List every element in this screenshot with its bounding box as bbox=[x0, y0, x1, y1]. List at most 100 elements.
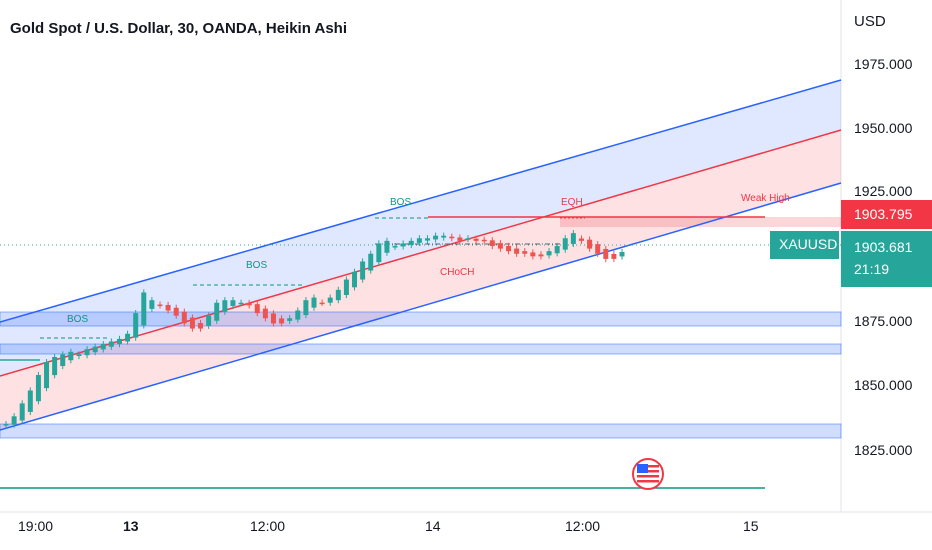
candle bbox=[173, 307, 179, 316]
demand-zone-3 bbox=[0, 423, 842, 439]
candle bbox=[287, 318, 293, 321]
weak-high-zone bbox=[560, 217, 841, 227]
candle bbox=[149, 300, 155, 309]
candle bbox=[270, 313, 276, 324]
candle bbox=[433, 235, 439, 240]
price-high-value: 1903.795 bbox=[854, 206, 913, 222]
us-flag-icon[interactable] bbox=[632, 458, 664, 490]
candle bbox=[619, 252, 625, 257]
candle bbox=[384, 240, 390, 253]
candle bbox=[408, 240, 414, 245]
last-price-badge: 1903.681 21:19 bbox=[841, 231, 932, 287]
price-high-badge: 1903.795 bbox=[841, 200, 932, 229]
candle bbox=[538, 254, 544, 257]
currency-label: USD bbox=[854, 13, 886, 30]
y-tick-label: 1950.000 bbox=[854, 120, 913, 136]
candle bbox=[514, 248, 520, 254]
candle bbox=[465, 238, 471, 240]
eqh-label: EQH bbox=[561, 197, 583, 208]
candle bbox=[611, 253, 617, 259]
candle bbox=[214, 302, 220, 321]
candle bbox=[392, 246, 398, 248]
candle bbox=[44, 362, 50, 389]
x-tick-label: 15 bbox=[743, 518, 759, 534]
candle bbox=[481, 239, 487, 242]
candle bbox=[189, 317, 195, 329]
candle bbox=[424, 238, 430, 241]
candle bbox=[19, 403, 25, 421]
weak-high-label: Weak High bbox=[741, 193, 790, 204]
candle bbox=[311, 297, 317, 308]
candle bbox=[116, 338, 122, 345]
candle bbox=[238, 302, 244, 305]
demand-zone-2 bbox=[0, 343, 842, 355]
candle bbox=[295, 310, 301, 320]
candle bbox=[449, 236, 455, 239]
x-tick-label: 13 bbox=[123, 518, 139, 534]
candle bbox=[181, 311, 187, 324]
channel-lower-line bbox=[0, 182, 842, 431]
candle bbox=[489, 240, 495, 247]
channel-lower-fill bbox=[0, 130, 841, 430]
candle bbox=[222, 300, 228, 312]
candle bbox=[352, 271, 358, 288]
candle bbox=[603, 248, 609, 259]
bos-label-3: BOS bbox=[390, 197, 411, 208]
bos-label-2: BOS bbox=[246, 260, 267, 271]
x-tick-label: 12:00 bbox=[250, 518, 285, 534]
candle bbox=[343, 279, 349, 296]
channel-upper-fill bbox=[0, 80, 841, 376]
candle bbox=[319, 302, 325, 305]
candle bbox=[506, 245, 512, 252]
candles-group bbox=[3, 230, 625, 429]
x-tick-label: 12:00 bbox=[565, 518, 600, 534]
y-tick-label: 1875.000 bbox=[854, 313, 913, 329]
candle bbox=[279, 318, 285, 324]
candle bbox=[35, 375, 41, 402]
candle bbox=[52, 356, 58, 376]
candle bbox=[360, 261, 366, 280]
candle bbox=[570, 233, 576, 244]
candle bbox=[554, 246, 560, 254]
y-tick-label: 1975.000 bbox=[854, 56, 913, 72]
candle bbox=[416, 238, 422, 243]
x-tick-label: 19:00 bbox=[18, 518, 53, 534]
candle bbox=[441, 235, 447, 238]
candle bbox=[262, 308, 268, 319]
candle bbox=[60, 354, 66, 367]
candle bbox=[84, 349, 90, 356]
y-tick-label: 1850.000 bbox=[854, 377, 913, 393]
candle bbox=[198, 323, 204, 329]
bos-label-1: BOS bbox=[67, 314, 88, 325]
y-tick-label: 1925.000 bbox=[854, 183, 913, 199]
candle bbox=[92, 346, 98, 353]
countdown-value: 21:19 bbox=[854, 261, 890, 277]
channel-middle-line bbox=[0, 129, 842, 377]
candle bbox=[11, 416, 17, 425]
candle bbox=[546, 251, 552, 256]
candle bbox=[157, 304, 163, 307]
candle bbox=[100, 344, 106, 350]
candle bbox=[125, 333, 131, 342]
candle bbox=[68, 351, 74, 361]
candle bbox=[108, 341, 114, 347]
candle bbox=[376, 243, 382, 263]
candle bbox=[141, 292, 147, 326]
symbol-label: XAUUSD bbox=[779, 236, 838, 252]
chart-title: Gold Spot / U.S. Dollar, 30, OANDA, Heik… bbox=[10, 20, 347, 37]
candle bbox=[587, 239, 593, 249]
x-tick-label: 14 bbox=[425, 518, 441, 534]
candle bbox=[3, 424, 9, 426]
candle bbox=[400, 243, 406, 247]
candle bbox=[522, 251, 528, 254]
candle bbox=[327, 297, 333, 303]
candle bbox=[165, 304, 171, 311]
candle bbox=[335, 289, 341, 301]
candle bbox=[497, 243, 503, 249]
candle bbox=[76, 354, 82, 357]
symbol-badge[interactable]: XAUUSD bbox=[770, 231, 839, 259]
candle bbox=[457, 237, 463, 241]
candle bbox=[562, 238, 568, 250]
candle bbox=[368, 253, 374, 271]
